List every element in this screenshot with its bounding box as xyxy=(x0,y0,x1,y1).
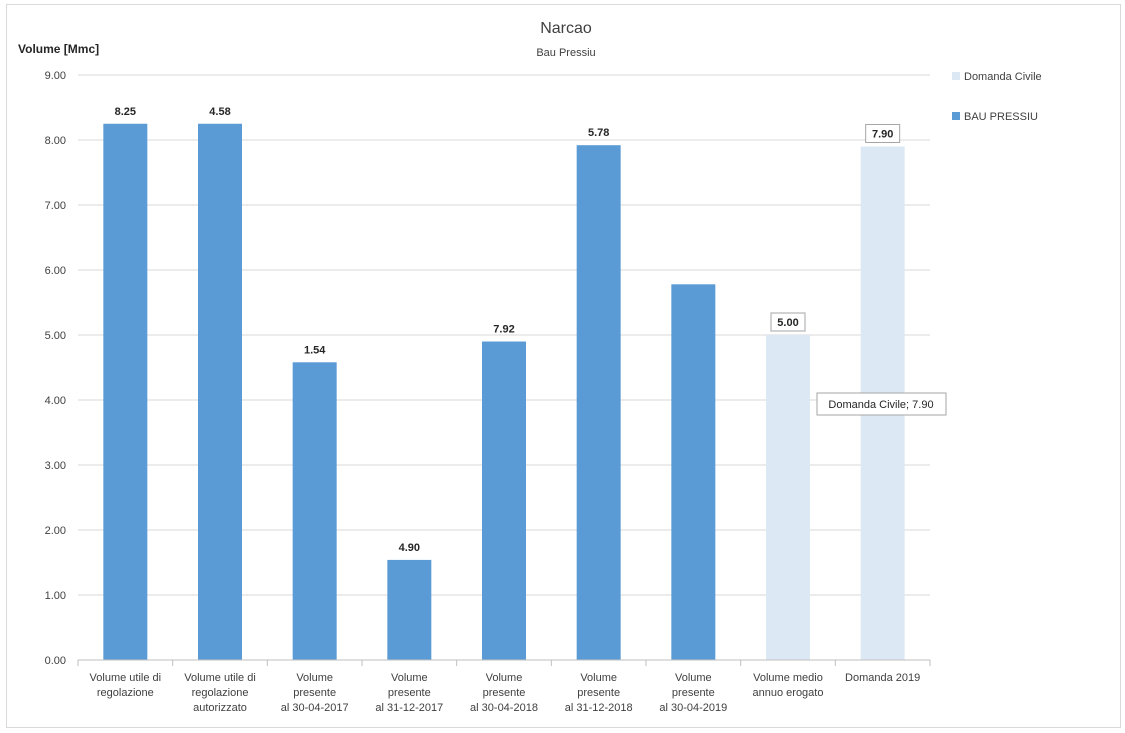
x-axis-ticks: Volume utile di regolazione Volume utile d… xyxy=(77,660,931,714)
data-label: 4.58 xyxy=(209,106,230,118)
data-label-box xyxy=(865,124,901,143)
x-tick-label: Volume presente al 31-12-2018 xyxy=(565,672,633,714)
x-tick-label: Volume presente al 30-04-2017 xyxy=(281,672,349,714)
data-label-box xyxy=(770,312,806,332)
bar-bau-pressiu xyxy=(482,341,526,660)
data-label: 8.25 xyxy=(115,106,136,118)
legend-swatch xyxy=(952,112,960,120)
data-label: 4.90 xyxy=(399,542,420,554)
data-label: 7.92 xyxy=(493,324,514,336)
data-label: 5.00 xyxy=(777,317,798,329)
x-tick-label: Volume medio annuo erogato xyxy=(753,672,824,699)
chart-frame xyxy=(6,4,1121,728)
y-tick-label: 4.00 xyxy=(45,395,66,407)
x-tick-label: Volume presente al 30-04-2019 xyxy=(659,672,727,714)
x-tick-label: Volume presente al 31-12-2017 xyxy=(375,672,443,714)
x-tick-label: Volume presente al 30-04-2018 xyxy=(470,672,538,714)
y-tick-label: 2.00 xyxy=(45,525,66,537)
bar-bau-pressiu xyxy=(103,123,148,660)
callout: Domanda Civile; 7.90 xyxy=(816,392,947,416)
data-label: 5.78 xyxy=(588,127,609,139)
callout-label: Domanda Civile; 7.90 xyxy=(828,399,933,411)
bar-bau-pressiu xyxy=(671,284,716,660)
y-tick-label: 1.00 xyxy=(45,590,66,602)
y-tick-label: 3.00 xyxy=(45,460,66,472)
y-tick-label: 6.00 xyxy=(45,265,66,277)
y-tick-label: 8.00 xyxy=(45,135,66,147)
y-tick-label: 7.00 xyxy=(45,200,66,212)
data-label: 1.54 xyxy=(304,344,326,356)
y-tick-label: 0.00 xyxy=(45,655,66,667)
data-label: 7.90 xyxy=(872,129,893,141)
legend-swatch xyxy=(952,72,960,80)
legend-label: Domanda Civile xyxy=(964,71,1042,83)
y-axis-ticks: 0.00 1.00 2.00 3.00 4.00 5.00 6.00 7.00 8.00 9.00 xyxy=(45,70,66,667)
bar-bau-pressiu xyxy=(576,145,621,660)
y-tick-label: 5.00 xyxy=(45,330,66,342)
chart-title: Narcao xyxy=(540,20,592,37)
bar-bau-pressiu xyxy=(292,362,337,660)
x-tick-label: Domanda 2019 xyxy=(845,672,920,684)
bar-bau-pressiu xyxy=(198,123,242,660)
legend-label: BAU PRESSIU xyxy=(964,111,1038,123)
callout-box xyxy=(816,392,947,416)
bar-domanda-civile xyxy=(766,335,810,660)
chart-subtitle: Bau Pressiu xyxy=(536,47,595,59)
y-tick-label: 9.00 xyxy=(45,70,66,82)
bar-bau-pressiu xyxy=(387,559,432,660)
x-tick-label: Volume utile di regolazione xyxy=(90,672,162,699)
data-labels: 8.25 4.58 1.54 4.90 7.92 5.78 5.00 7.90 xyxy=(115,106,901,554)
legend: Domanda Civile BAU PRESSIU xyxy=(952,71,1042,123)
y-axis-label: Volume [Mmc] xyxy=(18,42,99,56)
bars xyxy=(103,123,905,660)
x-tick-label: Volume utile di regolazione autorizzato xyxy=(184,672,256,714)
